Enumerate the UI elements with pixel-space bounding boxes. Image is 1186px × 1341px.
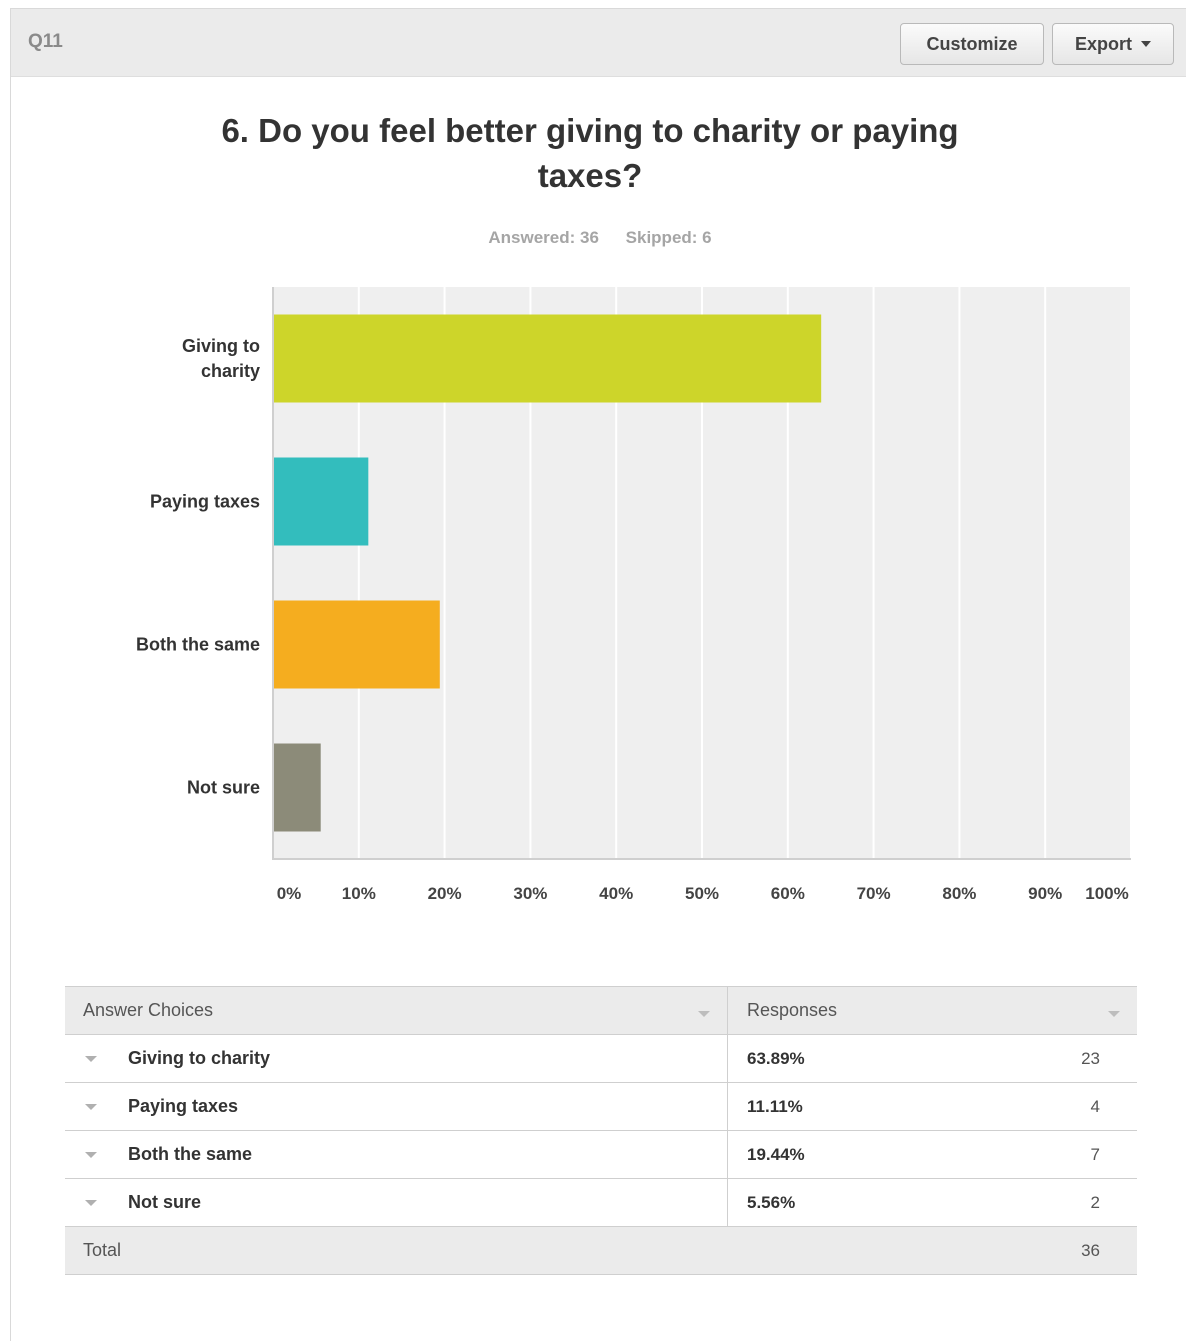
x-tick-label: 100% xyxy=(1085,884,1128,903)
choice-label: Paying taxes xyxy=(128,1096,239,1116)
export-button[interactable]: Export xyxy=(1052,23,1174,65)
sort-arrow-icon[interactable] xyxy=(1108,1011,1120,1017)
response-cell: 11.11% 4 xyxy=(728,1083,1137,1130)
response-count: 7 xyxy=(1090,1144,1100,1164)
responses-table: Answer Choices Responses Giving to chari… xyxy=(65,986,1137,1275)
response-count: 23 xyxy=(1081,1048,1100,1068)
bar-chart: 0% 10% 20% 30% 40% 50% 60% 70% 80% 90% 100% Giving … xyxy=(136,287,1132,903)
bar xyxy=(274,314,822,403)
x-tick-label: 10% xyxy=(342,884,376,903)
bar xyxy=(274,600,440,689)
response-percent: 11.11% xyxy=(747,1096,803,1116)
x-tick-label: 20% xyxy=(428,884,462,903)
question-header: Q11 Customize Export xyxy=(11,9,1186,77)
choice-cell: Giving to charity xyxy=(65,1035,728,1082)
category-label: Paying taxes xyxy=(150,492,260,512)
response-count: 2 xyxy=(1090,1192,1100,1212)
sort-arrow-icon[interactable] xyxy=(698,1011,710,1017)
response-count: 4 xyxy=(1090,1096,1100,1116)
response-stats: Answered: 36 Skipped: 6 xyxy=(0,228,1186,248)
category-label: Both the same xyxy=(136,635,260,655)
answer-choices-header-label: Answer Choices xyxy=(83,1000,214,1020)
expand-arrow-icon[interactable] xyxy=(85,1152,97,1158)
response-cell: 63.89% 23 xyxy=(728,1035,1137,1082)
x-tick-label: 30% xyxy=(513,884,547,903)
bar xyxy=(274,457,369,546)
expand-arrow-icon[interactable] xyxy=(85,1200,97,1206)
answer-choices-header[interactable]: Answer Choices xyxy=(65,987,728,1034)
choice-label: Both the same xyxy=(128,1144,253,1164)
x-tick-label: 50% xyxy=(685,884,719,903)
bar xyxy=(274,743,321,832)
x-tick-label: 70% xyxy=(857,884,891,903)
response-percent: 63.89% xyxy=(747,1048,805,1068)
total-label: Total xyxy=(83,1240,122,1260)
responses-header-label: Responses xyxy=(747,1000,838,1020)
table-row: Paying taxes 11.11% 4 xyxy=(65,1083,1137,1131)
question-title: 6. Do you feel better giving to charity … xyxy=(221,112,959,194)
choice-label: Giving to charity xyxy=(128,1048,271,1068)
total-cell: 36 xyxy=(728,1227,1137,1274)
choice-cell: Paying taxes xyxy=(65,1083,728,1130)
responses-header[interactable]: Responses xyxy=(728,987,1137,1034)
choice-label: Not sure xyxy=(128,1192,202,1212)
total-count: 36 xyxy=(1081,1240,1100,1260)
chevron-down-icon xyxy=(1141,41,1151,47)
x-tick-label: 80% xyxy=(942,884,976,903)
x-tick-label: 0% xyxy=(277,884,302,903)
table-row: Not sure 5.56% 2 xyxy=(65,1179,1137,1227)
x-tick-label: 90% xyxy=(1028,884,1062,903)
expand-arrow-icon[interactable] xyxy=(85,1104,97,1110)
table-header-row: Answer Choices Responses xyxy=(65,987,1137,1035)
response-cell: 5.56% 2 xyxy=(728,1179,1137,1226)
export-label: Export xyxy=(1074,33,1132,54)
question-number: Q11 xyxy=(28,31,63,52)
expand-arrow-icon[interactable] xyxy=(85,1056,97,1062)
x-tick-label: 40% xyxy=(599,884,633,903)
skipped-count: Skipped: 6 xyxy=(625,228,712,247)
category-label: Giving to charity xyxy=(182,336,260,381)
response-cell: 19.44% 7 xyxy=(728,1131,1137,1178)
response-percent: 19.44% xyxy=(747,1144,805,1164)
response-percent: 5.56% xyxy=(747,1192,796,1212)
category-label: Not sure xyxy=(187,778,260,798)
table-row: Giving to charity 63.89% 23 xyxy=(65,1035,1137,1083)
x-tick-label: 60% xyxy=(771,884,805,903)
answered-count: Answered: 36 xyxy=(488,228,599,247)
choice-cell: Not sure xyxy=(65,1179,728,1226)
choice-cell: Both the same xyxy=(65,1131,728,1178)
total-row: Total 36 xyxy=(65,1227,1137,1275)
table-row: Both the same 19.44% 7 xyxy=(65,1131,1137,1179)
customize-button[interactable]: Customize xyxy=(900,23,1044,65)
